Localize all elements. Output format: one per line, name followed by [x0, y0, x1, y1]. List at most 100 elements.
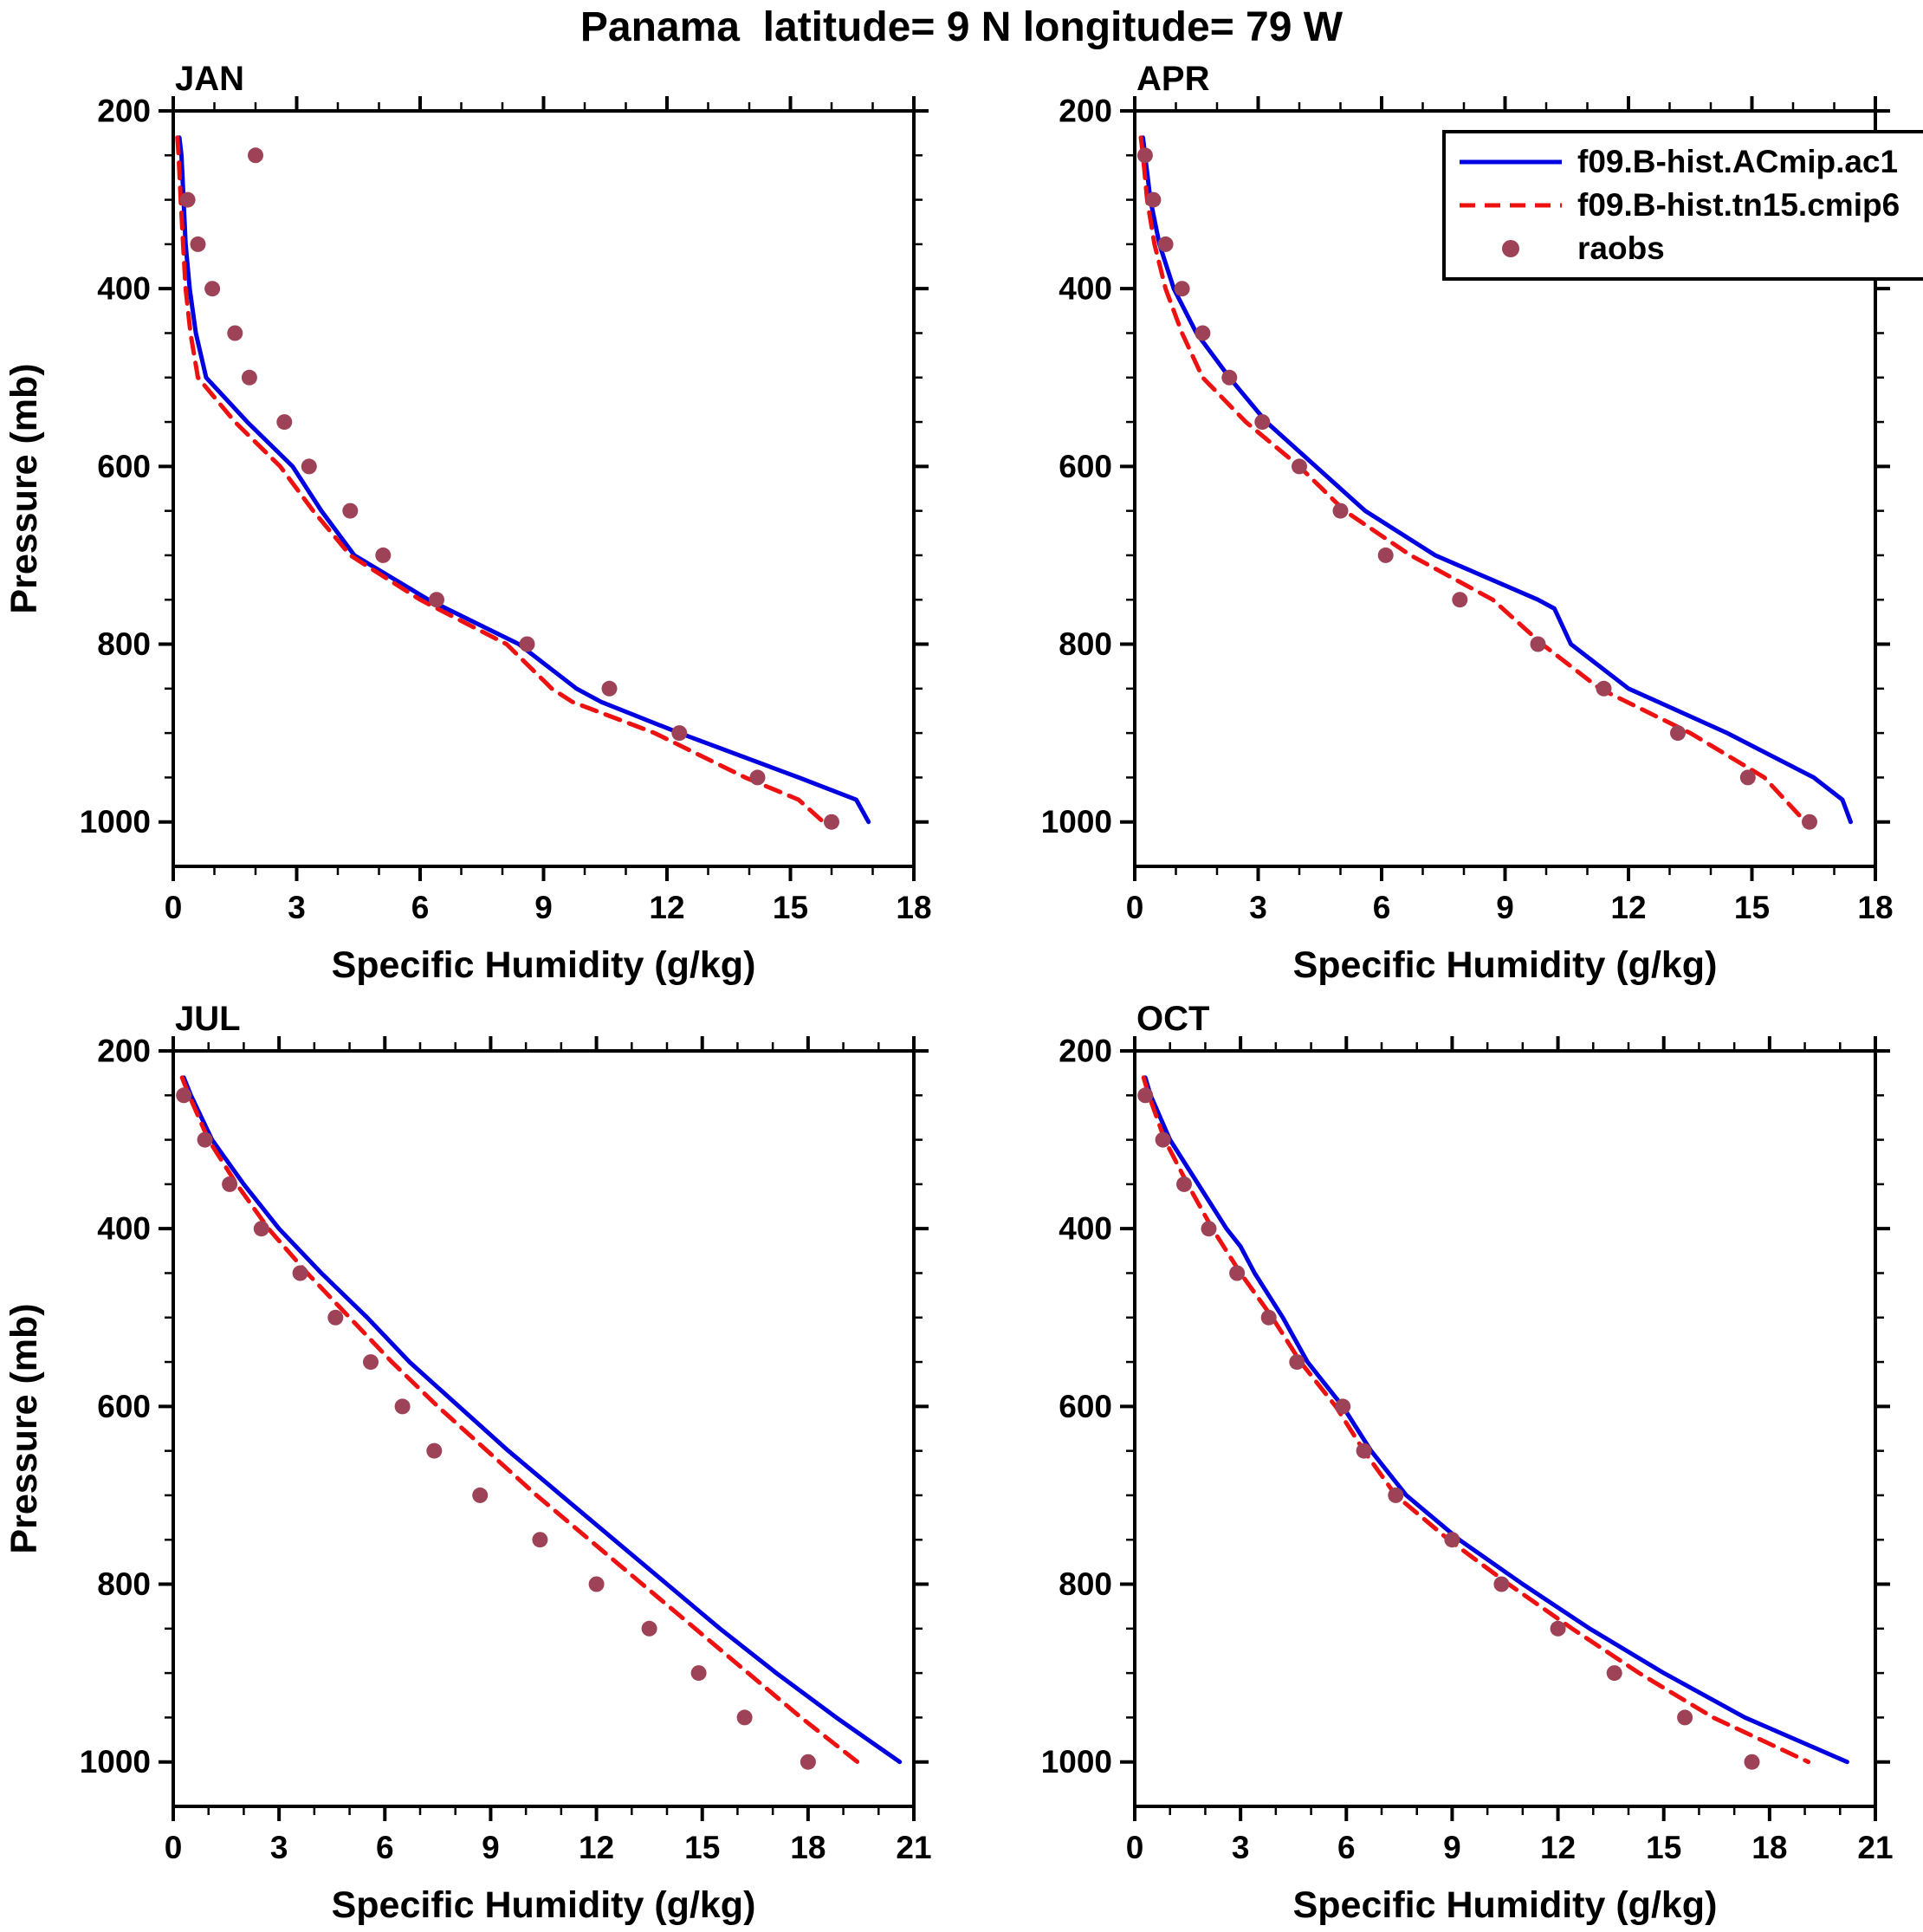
jan-raobs-dot [190, 236, 206, 252]
jan-x-tick-label: 12 [649, 890, 684, 925]
jul-x-axis-title: Specific Humidity (g/kg) [332, 1884, 756, 1926]
jul-raobs-dots [176, 1087, 816, 1770]
apr-x-tick-label: 15 [1734, 890, 1770, 925]
jul-y-tick-label: 200 [97, 1034, 151, 1069]
jul-y-tick-label: 1000 [80, 1744, 151, 1780]
jul-x-tick-label: 15 [684, 1830, 720, 1865]
panel-jul-svg: 200 400 600 800 1000 0 3 6 9 12 15 18 21 JUL Specific … [3, 1000, 932, 1926]
jul-y-tick-label: 800 [97, 1566, 151, 1602]
jul-raobs-dot [532, 1532, 548, 1548]
jan-x-axis-title: Specific Humidity (g/kg) [332, 944, 756, 986]
oct-raobs-dot [1356, 1443, 1372, 1459]
panel-oct: 200 400 600 800 1000 0 3 6 9 12 15 18 21 OCT Specific … [962, 992, 1923, 1932]
apr-raobs-dot [1136, 147, 1153, 164]
jan-raobs-dots [179, 147, 839, 830]
apr-raobs-dot [1452, 592, 1468, 608]
apr-raobs-dot [1377, 547, 1394, 563]
jan-x-tick-label: 18 [896, 890, 931, 925]
apr-raobs-dot [1145, 191, 1162, 208]
oct-raobs-dot [1201, 1221, 1217, 1237]
oct-raobs-dot [1606, 1665, 1622, 1682]
jul-plot: 200 400 600 800 1000 0 3 6 9 12 15 18 21 JUL Specific … [3, 1000, 932, 1926]
jul-raobs-dot [641, 1620, 657, 1637]
apr-x-tick-label: 18 [1857, 890, 1893, 925]
legend-line-solid-icon [1460, 159, 1562, 165]
oct-raobs-dot [1677, 1709, 1693, 1726]
oct-raobs-dot [1260, 1309, 1277, 1326]
apr-x-tick-label: 0 [1126, 890, 1144, 925]
jan-raobs-dot [601, 680, 618, 697]
oct-raobs-dot [1176, 1176, 1192, 1192]
jan-raobs-dot [671, 725, 688, 742]
charts-grid: 200 400 600 800 1000 0 3 6 9 12 15 18 JAN Specific Hu… [0, 52, 1923, 1932]
page-title: Panama latitude= 9 N longitude= 79 W [579, 4, 1344, 50]
jul-plot-frame [172, 1049, 916, 1808]
apr-raobs-dot [1802, 814, 1817, 830]
apr-raobs-dot [1530, 636, 1546, 652]
apr-x-tick-label: 9 [1496, 890, 1514, 925]
jan-y-tick-label: 600 [97, 449, 151, 484]
apr-raobs-dot [1157, 236, 1174, 252]
jul-raobs-dot [197, 1131, 213, 1148]
apr-raobs-dot [1596, 680, 1612, 697]
oct-x-axis-title: Specific Humidity (g/kg) [1293, 1884, 1718, 1926]
jan-y-tick-label: 800 [97, 626, 151, 662]
jan-raobs-dot [301, 458, 317, 475]
oct-raobs-dot [1335, 1398, 1351, 1415]
oct-plot-frame [1133, 1049, 1877, 1808]
oct-y-tick-label: 600 [1059, 1389, 1112, 1424]
oct-x-tick-label: 3 [1232, 1830, 1250, 1865]
panel-jan-svg: 200 400 600 800 1000 0 3 6 9 12 15 18 JAN Specific Hu… [3, 60, 932, 986]
legend: f09.B-hist.ACmip.ac1 f09.B-hist.tn15.cmi… [1442, 130, 1923, 281]
jul-raobs-dot [253, 1221, 269, 1237]
legend-dot-icon [1502, 240, 1519, 257]
jan-x-tick-label: 15 [773, 890, 808, 925]
jul-raobs-dot [588, 1576, 605, 1592]
jul-raobs-dot [472, 1487, 489, 1503]
jan-raobs-dot [241, 369, 257, 386]
apr-x-tick-label: 3 [1249, 890, 1267, 925]
jan-raobs-dot [179, 191, 196, 208]
apr-raobs-dot [1332, 502, 1349, 519]
jan-raobs-dot [375, 547, 392, 563]
oct-raobs-dot [1550, 1620, 1566, 1637]
legend-row-raobs: raobs [1454, 227, 1923, 270]
apr-y-tick-label: 400 [1059, 271, 1112, 307]
jan-y-tick-label: 1000 [80, 804, 151, 840]
panel-oct-svg: 200 400 600 800 1000 0 3 6 9 12 15 18 21 OCT Specific … [1041, 1000, 1894, 1926]
apr-y-tick-label: 1000 [1041, 804, 1112, 840]
jul-x-tick-label: 6 [376, 1830, 394, 1865]
apr-raobs-dot [1174, 281, 1190, 297]
jan-plot-frame [172, 109, 916, 868]
apr-raobs-dot [1221, 369, 1238, 386]
jan-raobs-dot [824, 814, 839, 830]
jan-x-tick-label: 0 [165, 890, 183, 925]
jan-x-tick-label: 3 [288, 890, 306, 925]
apr-y-tick-label: 800 [1059, 626, 1112, 662]
jan-raobs-dot [429, 592, 444, 608]
oct-raobs-dot [1744, 1754, 1760, 1770]
apr-raobs-dots [1136, 147, 1817, 830]
jul-x-tick-label: 0 [165, 1830, 183, 1865]
jul-y-tick-label: 400 [97, 1211, 151, 1247]
apr-panel-title: APR [1136, 60, 1210, 98]
jan-y-axis-title: Pressure (mb) [3, 363, 45, 613]
oct-x-tick-label: 9 [1443, 1830, 1461, 1865]
jul-raobs-dot [176, 1087, 192, 1104]
legend-row-acmip: f09.B-hist.ACmip.ac1 [1454, 140, 1923, 184]
apr-plot: 200 400 600 800 1000 0 3 6 9 12 15 18 APR Specific Hu… [1041, 60, 1894, 986]
jul-x-tick-label: 3 [270, 1830, 288, 1865]
legend-row-tn15: f09.B-hist.tn15.cmip6 [1454, 184, 1923, 227]
oct-tn15-line [1141, 1075, 1811, 1765]
oct-x-tick-label: 0 [1126, 1830, 1144, 1865]
apr-raobs-dot [1670, 725, 1686, 742]
oct-raobs-dots [1137, 1087, 1760, 1770]
jul-raobs-dot [690, 1665, 707, 1682]
oct-raobs-dot [1155, 1131, 1171, 1148]
oct-ticks [1120, 1036, 1890, 1821]
jul-raobs-dot [800, 1754, 816, 1770]
oct-raobs-dot [1289, 1354, 1305, 1371]
jan-panel-title: JAN [175, 60, 244, 98]
oct-raobs-dot [1229, 1265, 1246, 1281]
oct-raobs-dot [1444, 1532, 1460, 1548]
